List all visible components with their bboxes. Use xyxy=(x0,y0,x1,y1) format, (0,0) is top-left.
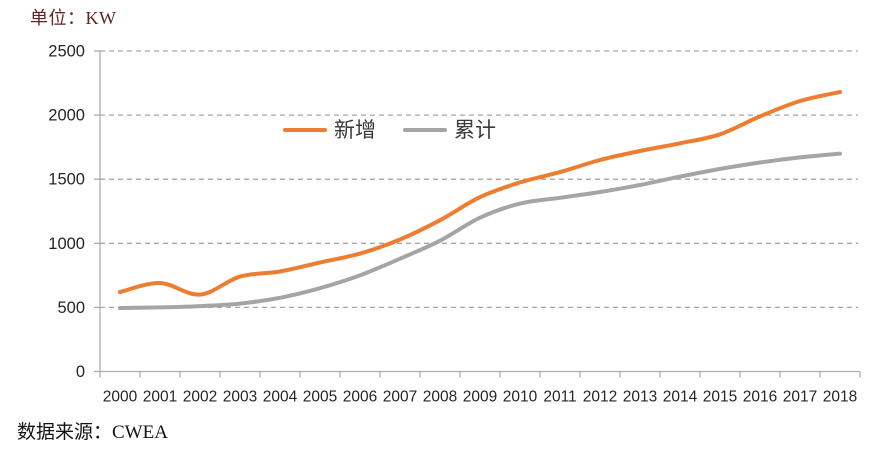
y-tick-label: 1000 xyxy=(48,235,85,253)
series-line-cumulative xyxy=(118,151,842,311)
x-tick-label: 2018 xyxy=(823,389,857,406)
y-tick-label: 2000 xyxy=(48,107,85,125)
legend-swatch-new-line xyxy=(283,128,327,132)
x-tick-label: 2005 xyxy=(303,389,337,406)
x-tick-label: 2002 xyxy=(183,389,217,406)
data-source-label: 数据来源：CWEA xyxy=(17,422,168,443)
x-tick-label: 2011 xyxy=(543,389,576,406)
legend-swatch-cumulative-line xyxy=(403,128,447,132)
x-tick-label: 2008 xyxy=(423,389,457,406)
legend-label-cumulative: 累计 xyxy=(454,118,496,142)
y-tick-label: 500 xyxy=(57,299,85,317)
x-tick-label: 2014 xyxy=(663,389,698,406)
legend-item-new: 新增 xyxy=(283,117,376,143)
y-tick-label: 2500 xyxy=(48,43,85,61)
x-tick-label: 2010 xyxy=(503,389,538,406)
x-tick-label: 2007 xyxy=(383,389,417,406)
x-tick-label: 2004 xyxy=(263,389,298,406)
x-tick-label: 2006 xyxy=(343,389,377,406)
x-tick-label: 2012 xyxy=(583,389,617,406)
x-tick-label: 2001 xyxy=(143,389,177,406)
unit-label: 单位：KW xyxy=(30,8,117,28)
y-tick-label: 0 xyxy=(76,363,85,381)
x-tick-label: 2003 xyxy=(223,389,257,406)
legend-label-new: 新增 xyxy=(334,118,376,142)
x-tick-label: 2009 xyxy=(463,389,497,406)
y-tick-label: 1500 xyxy=(48,171,85,189)
x-tick-label: 2013 xyxy=(623,389,657,406)
legend-item-cumulative: 累计 xyxy=(403,117,496,143)
x-tick-label: 2016 xyxy=(743,389,777,406)
x-tick-label: 2000 xyxy=(103,389,138,406)
x-tick-label: 2015 xyxy=(703,389,737,406)
x-tick-label: 2017 xyxy=(783,389,817,406)
series-line-new xyxy=(118,90,842,297)
legend: 新增 累计 xyxy=(283,117,496,143)
